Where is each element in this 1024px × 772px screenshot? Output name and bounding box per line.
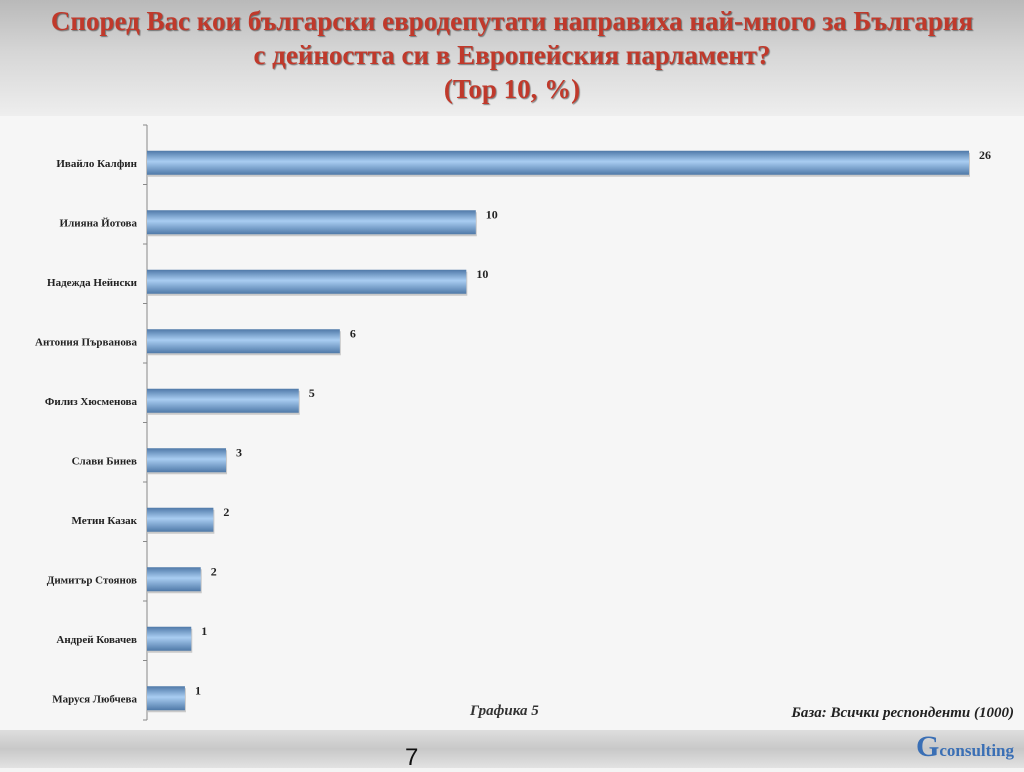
page-number: 7 [405,744,419,771]
category-label: Филиз Хюсменова [45,396,138,408]
page-title: Според Вас кои български евродепутати на… [0,4,1024,106]
bar [147,448,227,473]
bar [147,150,969,175]
data-label: 10 [476,267,488,281]
category-label: Илияна Йотова [60,217,138,229]
footer-bar [0,730,1024,768]
data-label: 5 [309,386,315,400]
category-label: Надежда Нейнски [47,277,138,289]
logo-text: consulting [939,741,1014,760]
base-label: База: Всички респонденти (1000) [791,705,1014,721]
category-label: Андрей Ковачев [56,634,137,646]
title-line-3: (Top 10, %) [443,74,581,104]
data-label: 2 [211,564,217,578]
gconsulting-logo: Gconsulting [916,730,1014,764]
bar [147,388,299,413]
data-label: 3 [236,445,242,459]
bar [147,686,185,711]
category-label: Слави Бинев [72,455,137,467]
data-label: 1 [201,624,207,638]
category-label: Димитър Стоянов [47,574,137,586]
header-band [0,0,1024,116]
data-label: 1 [195,683,201,697]
data-label: 6 [350,326,356,340]
graph-label: Графика 5 [470,703,539,719]
category-label: Метин Казак [71,515,137,527]
category-label: Ивайло Калфин [56,158,137,170]
bar [147,626,192,651]
bar [147,329,340,354]
category-label: Маруся Любчева [52,693,137,705]
bar [147,210,476,235]
bar [147,269,467,294]
data-label: 26 [979,148,991,162]
title-line-2: с дейността си в Европейския парламент? [253,40,771,70]
logo-letter: G [916,730,940,763]
title-line-1: Според Вас кои български евродепутати на… [50,6,974,36]
data-label: 10 [486,207,498,221]
bar [147,567,201,592]
category-label: Антония Първанова [35,336,137,348]
data-label: 2 [223,505,229,519]
bar [147,507,214,532]
chart-area: Ивайло Калфин 26 Илияна Йотова 10 Надежда Не… [0,116,1024,730]
